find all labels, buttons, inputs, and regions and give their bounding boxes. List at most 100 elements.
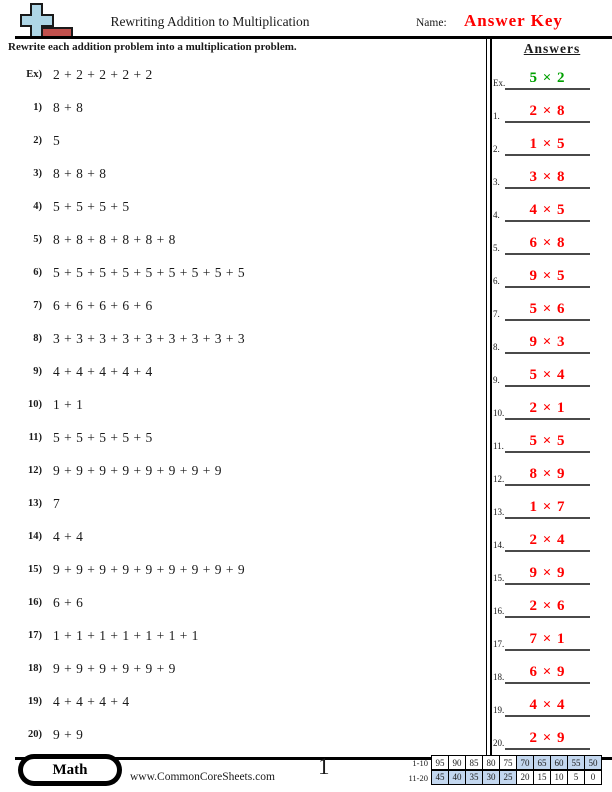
- question-number: 20): [28, 729, 42, 740]
- answers-header: Answers: [523, 41, 581, 56]
- answer-value: 6 × 8: [529, 235, 566, 251]
- question-row: 11) 5 + 5 + 5 + 5 + 5: [8, 421, 478, 454]
- answer-value: 1 × 7: [529, 499, 566, 515]
- question-row: 18) 9 + 9 + 9 + 9 + 9 + 9: [8, 652, 478, 685]
- answer-row: 8. 9 × 3: [492, 324, 612, 357]
- answer-blank-line: [505, 352, 590, 354]
- question-row: 8) 3 + 3 + 3 + 3 + 3 + 3 + 3 + 3 + 3: [8, 322, 478, 355]
- answer-value: 2 × 8: [529, 103, 566, 119]
- question-expression: 1 + 1 + 1 + 1 + 1 + 1 + 1: [53, 627, 199, 643]
- score-row-label: 1-10: [412, 757, 428, 768]
- score-cell: 60: [550, 755, 568, 770]
- question-number: 18): [28, 663, 42, 674]
- score-cell: 65: [533, 755, 551, 770]
- answer-blank-line: [505, 583, 590, 585]
- answer-blank-line: [505, 517, 590, 519]
- question-row: 16) 6 + 6: [8, 586, 478, 619]
- score-row: 11-20 45 40 35 30 25 20 15 10 5 0: [394, 769, 602, 785]
- column-divider: [486, 38, 487, 757]
- question-number: 15): [28, 564, 42, 575]
- answer-number: 12.: [493, 474, 505, 484]
- answer-row: 20. 2 × 9: [492, 720, 612, 753]
- answer-value: 2 × 1: [529, 400, 566, 416]
- answer-number: Ex.: [493, 78, 506, 88]
- score-cell: 5: [567, 769, 585, 785]
- question-expression: 9 + 9: [53, 726, 84, 742]
- answer-value: 2 × 4: [529, 532, 566, 548]
- answer-row: 3. 3 × 8: [492, 159, 612, 192]
- answer-value: 7 × 1: [529, 631, 566, 647]
- question-row: 3) 8 + 8 + 8: [8, 157, 478, 190]
- column-divider: [490, 38, 492, 757]
- answer-blank-line: [505, 451, 590, 453]
- website-link: www.CommonCoreSheets.com: [130, 771, 275, 783]
- question-number: 5): [33, 234, 42, 245]
- answer-value: 2 × 6: [529, 598, 566, 614]
- question-row: Ex) 2 + 2 + 2 + 2 + 2: [8, 58, 478, 91]
- answer-blank-line: [505, 385, 590, 387]
- answer-row: 14. 2 × 4: [492, 522, 612, 555]
- answer-blank-line: [505, 88, 590, 90]
- answer-blank-line: [505, 715, 590, 717]
- question-expression: 5 + 5 + 5 + 5: [53, 198, 130, 214]
- answer-blank-line: [505, 319, 590, 321]
- score-cell: 40: [448, 769, 466, 785]
- answer-value: 3 × 8: [529, 169, 566, 185]
- question-row: 15) 9 + 9 + 9 + 9 + 9 + 9 + 9 + 9 + 9: [8, 553, 478, 586]
- answer-blank-line: [505, 550, 590, 552]
- score-cell: 0: [584, 769, 602, 785]
- answer-row: 12. 8 × 9: [492, 456, 612, 489]
- answer-blank-line: [505, 154, 590, 156]
- answer-blank-line: [505, 253, 590, 255]
- question-number: 16): [28, 597, 42, 608]
- answer-row: 5. 6 × 8: [492, 225, 612, 258]
- page-title: Rewriting Addition to Multiplication: [110, 14, 310, 29]
- answer-key-label: Answer Key: [464, 11, 563, 30]
- answer-number: 19.: [493, 705, 505, 715]
- question-expression: 8 + 8: [53, 99, 84, 115]
- question-number: 6): [33, 267, 42, 278]
- answer-value: 1 × 5: [529, 136, 566, 152]
- instruction-text: Rewrite each addition problem into a mul…: [8, 41, 297, 53]
- question-expression: 6 + 6: [53, 594, 84, 610]
- answer-blank-line: [505, 484, 590, 486]
- answer-number: 6.: [493, 276, 500, 286]
- footer-divider: [15, 757, 612, 760]
- answer-blank-line: [505, 748, 590, 750]
- question-row: 19) 4 + 4 + 4 + 4: [8, 685, 478, 718]
- answer-row: 6. 9 × 5: [492, 258, 612, 291]
- answer-row: 7. 5 × 6: [492, 291, 612, 324]
- plus-sign-logo-icon: [20, 3, 76, 46]
- answer-number: 4.: [493, 210, 500, 220]
- answer-number: 16.: [493, 606, 505, 616]
- question-number: 19): [28, 696, 42, 707]
- question-number: 2): [33, 135, 42, 146]
- answer-value: 5 × 4: [529, 367, 566, 383]
- question-expression: 3 + 3 + 3 + 3 + 3 + 3 + 3 + 3 + 3: [53, 330, 246, 346]
- score-cell: 85: [465, 755, 483, 770]
- answer-row: 2. 1 × 5: [492, 126, 612, 159]
- answer-number: 17.: [493, 639, 505, 649]
- question-number: 1): [33, 102, 42, 113]
- question-expression: 8 + 8 + 8 + 8 + 8 + 8: [53, 231, 176, 247]
- question-number: 13): [28, 498, 42, 509]
- question-row: 5) 8 + 8 + 8 + 8 + 8 + 8: [8, 223, 478, 256]
- question-number: 17): [28, 630, 42, 641]
- answer-row: Ex. 5 × 2: [492, 60, 612, 93]
- question-expression: 6 + 6 + 6 + 6 + 6: [53, 297, 153, 313]
- question-expression: 1 + 1: [53, 396, 84, 412]
- score-cell: 30: [482, 769, 500, 785]
- question-number: 10): [28, 399, 42, 410]
- subject-badge: Math: [18, 754, 122, 786]
- question-number: Ex): [26, 69, 42, 80]
- answer-blank-line: [505, 220, 590, 222]
- score-cell: 55: [567, 755, 585, 770]
- answer-number: 11.: [493, 441, 504, 451]
- score-cell: 15: [533, 769, 551, 785]
- answer-number: 14.: [493, 540, 505, 550]
- answer-value: 4 × 4: [529, 697, 566, 713]
- answer-row: 15. 9 × 9: [492, 555, 612, 588]
- score-cell: 95: [431, 755, 449, 770]
- question-expression: 9 + 9 + 9 + 9 + 9 + 9: [53, 660, 176, 676]
- answer-value: 9 × 3: [529, 334, 566, 350]
